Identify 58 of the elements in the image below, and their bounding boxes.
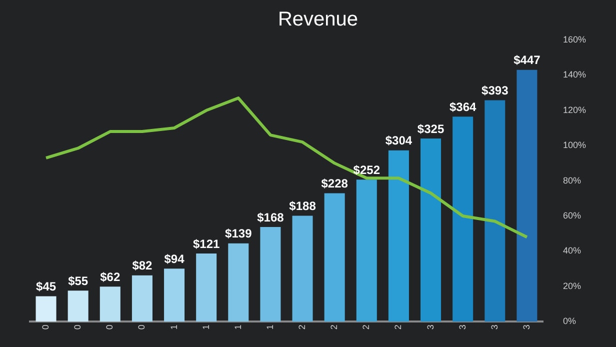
x-tick-label: 3 (457, 324, 468, 330)
data-label: $121 (192, 236, 220, 251)
x-tick-label: 0 (40, 324, 51, 330)
data-label: $55 (68, 274, 88, 288)
x-tick-label: 3 (521, 324, 532, 330)
bar (36, 296, 56, 322)
bar (356, 180, 377, 322)
bar (388, 150, 409, 322)
data-label: $325 (417, 122, 444, 136)
data-label: $252 (353, 162, 380, 177)
bar (228, 243, 249, 322)
data-label: $82 (132, 258, 153, 273)
y2-tick-label: 40% (562, 246, 581, 256)
chart-title: Revenue (278, 8, 358, 31)
bar (68, 290, 88, 322)
x-tick-label: 1 (264, 324, 275, 330)
y2-tick-label: 160% (562, 34, 586, 44)
x-tick-label: 1 (200, 324, 211, 330)
x-tick-label: 0 (72, 324, 83, 330)
bar (516, 70, 538, 322)
data-label: $62 (100, 270, 120, 284)
y2-tick-label: 120% (562, 104, 586, 115)
bar (100, 286, 120, 322)
y2-tick-label: 80% (562, 175, 581, 186)
data-label: $304 (385, 134, 412, 148)
bar (132, 275, 152, 322)
x-tick-label: 3 (489, 324, 500, 330)
x-tick-label: 2 (329, 324, 340, 330)
data-label: $364 (449, 100, 476, 114)
x-tick-label: 2 (361, 324, 372, 330)
bar (292, 216, 313, 322)
y2-tick-label: 60% (562, 210, 581, 220)
y2-tick-label: 0% (562, 316, 576, 326)
y2-tick-label: 140% (562, 70, 586, 80)
bar (484, 100, 506, 322)
x-tick-label: 1 (168, 324, 179, 330)
x-tick-label: 0 (104, 324, 115, 330)
x-tick-label: 1 (232, 324, 243, 330)
x-tick-label: 0 (136, 324, 147, 330)
data-label: $168 (257, 210, 284, 224)
data-label: $228 (321, 176, 348, 191)
data-label: $94 (164, 252, 185, 266)
data-label: $139 (225, 226, 252, 241)
data-label: $45 (36, 280, 56, 294)
data-label: $393 (482, 84, 509, 98)
bar (452, 116, 474, 322)
x-tick-label: 2 (297, 324, 308, 330)
bar (164, 268, 185, 322)
data-label: $188 (289, 199, 316, 214)
bar (324, 193, 345, 322)
bar (420, 138, 442, 322)
x-tick-label: 2 (393, 324, 404, 330)
y2-tick-label: 100% (562, 140, 586, 150)
bar (260, 226, 281, 322)
y2-tick-label: 20% (562, 280, 581, 291)
bar (196, 253, 217, 322)
x-tick-label: 3 (425, 324, 436, 330)
data-label: $447 (514, 53, 541, 68)
